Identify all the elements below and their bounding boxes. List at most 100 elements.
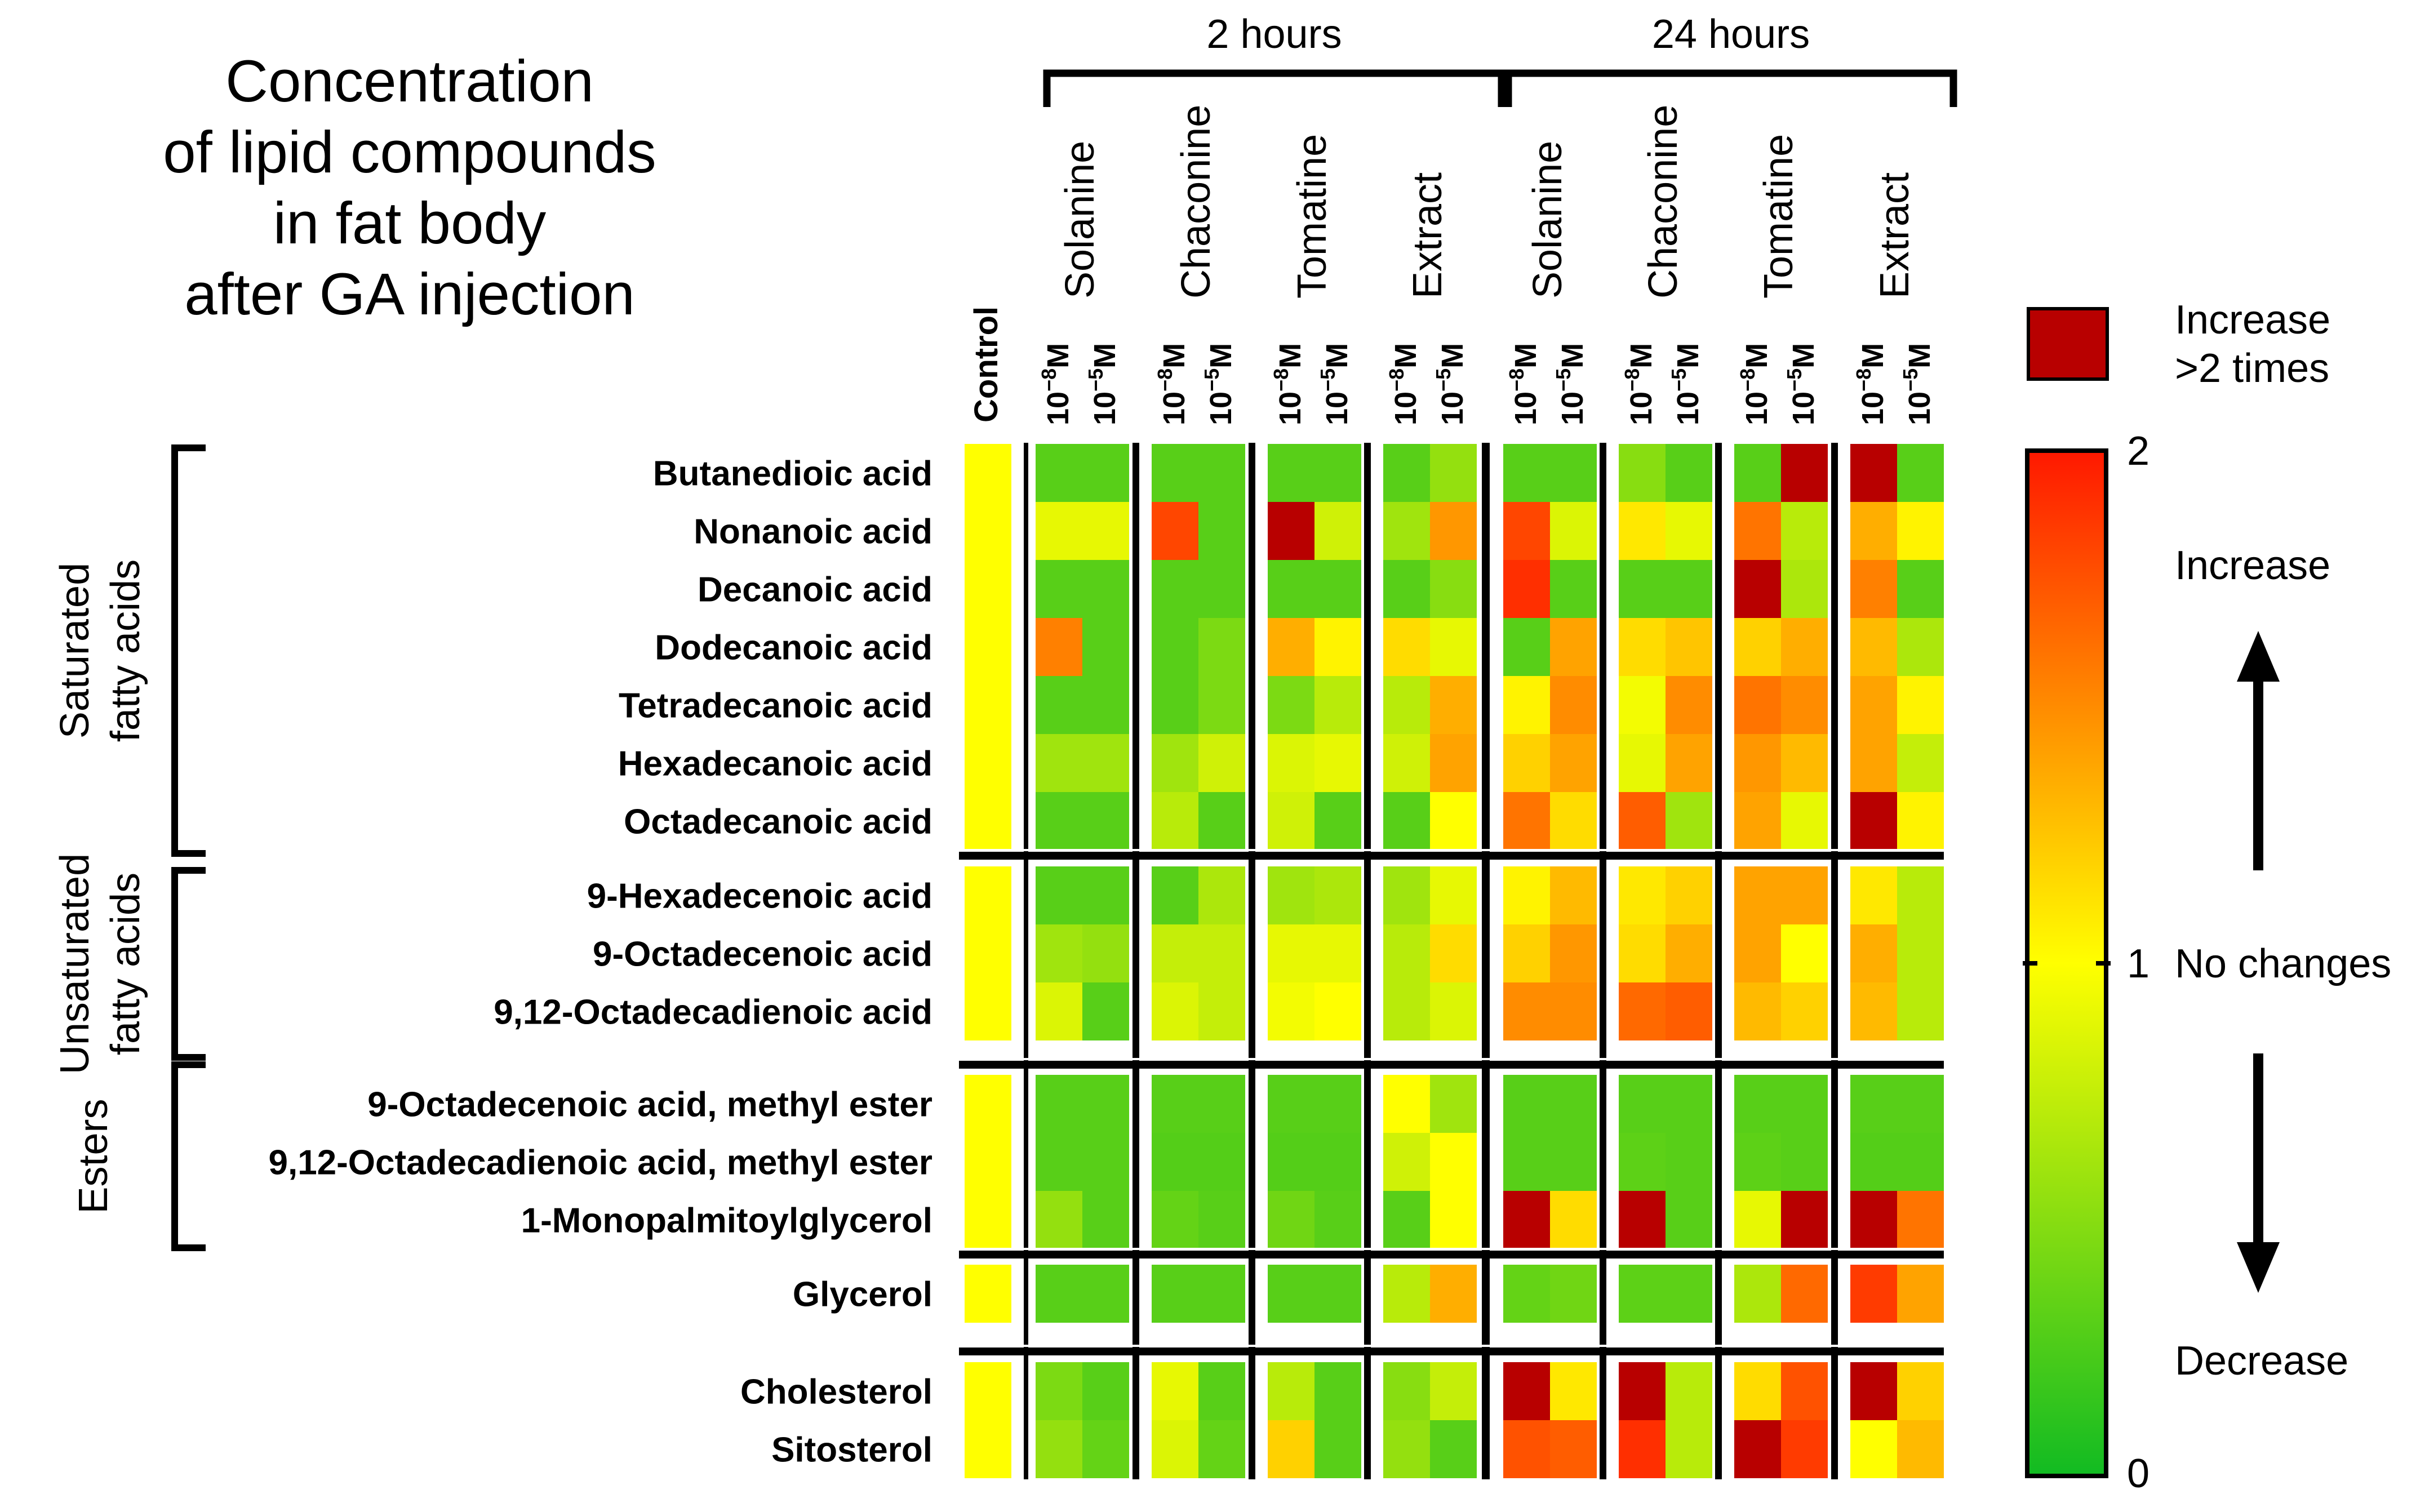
cell-control-row-10 <box>965 1075 1011 1133</box>
cell-r13-c14 <box>1850 1265 1897 1323</box>
cell-control-row-0 <box>965 444 1011 502</box>
cell-r0-c13 <box>1781 444 1828 502</box>
cell-r5-c13 <box>1781 734 1828 792</box>
group-gutter <box>965 1345 1944 1347</box>
cell-r11-c4 <box>1268 1133 1314 1191</box>
cell-r1-c13 <box>1781 502 1828 560</box>
dose-label: 10−8M <box>1269 343 1307 425</box>
cell-r6-c3 <box>1198 792 1245 850</box>
cell-r5-c10 <box>1619 734 1666 792</box>
group-gutter <box>965 1248 1944 1250</box>
cell-r10-c15 <box>1897 1075 1944 1133</box>
cell-r10-c1 <box>1082 1075 1129 1133</box>
cell-r11-c11 <box>1666 1133 1712 1191</box>
cell-r6-c0 <box>1036 792 1082 850</box>
cell-r7-c13 <box>1781 866 1828 924</box>
cell-r1-c12 <box>1734 502 1781 560</box>
cell-r5-c11 <box>1666 734 1712 792</box>
cell-r7-c2 <box>1152 866 1198 924</box>
cell-r3-c3 <box>1198 618 1245 676</box>
cell-r10-c9 <box>1550 1075 1597 1133</box>
cell-r6-c1 <box>1082 792 1129 850</box>
time-group-label: 24 hours <box>1652 12 1810 57</box>
cell-r7-c0 <box>1036 866 1082 924</box>
cell-r14-c12 <box>1734 1362 1781 1420</box>
cell-r6-c11 <box>1666 792 1712 850</box>
cell-control-row-8 <box>965 924 1011 982</box>
column-headers: 2 hours Solanine Chaconine Tomatine Extract 2… <box>968 12 1957 425</box>
cell-r5-c14 <box>1850 734 1897 792</box>
cell-r1-c11 <box>1666 502 1712 560</box>
cell-r7-c4 <box>1268 866 1314 924</box>
cell-r2-c9 <box>1550 560 1597 618</box>
cell-control-row-7 <box>965 866 1011 924</box>
cell-r10-c4 <box>1268 1075 1314 1133</box>
time-group-bracket <box>1504 69 1957 107</box>
cell-r11-c0 <box>1036 1133 1082 1191</box>
cell-r4-c12 <box>1734 676 1781 734</box>
cell-r14-c2 <box>1152 1362 1198 1420</box>
cell-r3-c13 <box>1781 618 1828 676</box>
cell-r8-c6 <box>1383 924 1430 982</box>
cell-r3-c5 <box>1314 618 1361 676</box>
cell-r2-c3 <box>1198 560 1245 618</box>
cell-r7-c5 <box>1314 866 1361 924</box>
cell-r14-c6 <box>1383 1362 1430 1420</box>
cell-r14-c3 <box>1198 1362 1245 1420</box>
cell-r12-c5 <box>1314 1191 1361 1249</box>
cell-control-row-3 <box>965 618 1011 676</box>
row-label: Octadecanoic acid <box>624 803 932 842</box>
cell-r1-c8 <box>1503 502 1550 560</box>
dose-label: 10−5M <box>1899 343 1937 425</box>
cell-r6-c13 <box>1781 792 1828 850</box>
cell-r1-c15 <box>1897 502 1944 560</box>
category-label: Unsaturated fatty acids <box>52 853 148 1074</box>
cell-r4-c8 <box>1503 676 1550 734</box>
cell-r10-c13 <box>1781 1075 1828 1133</box>
cell-r9-c10 <box>1619 982 1666 1040</box>
cell-r11-c15 <box>1897 1133 1944 1191</box>
cell-r13-c5 <box>1314 1265 1361 1323</box>
time-group-bracket <box>1043 69 1505 107</box>
row-label: 9-Hexadecenoic acid <box>587 877 932 916</box>
group-separator <box>959 1251 1944 1258</box>
cell-r9-c12 <box>1734 982 1781 1040</box>
dose-label: 10−8M <box>1852 343 1890 425</box>
column-separator <box>1249 443 1255 1479</box>
cell-r8-c3 <box>1198 924 1245 982</box>
column-separator <box>1364 443 1371 1479</box>
row-label: Dodecanoic acid <box>655 629 932 668</box>
row-label: Sitosterol <box>771 1431 932 1470</box>
scale-tick-max: 2 <box>2127 429 2149 474</box>
cell-r5-c4 <box>1268 734 1314 792</box>
title-line: after GA injection <box>184 261 635 327</box>
cell-r2-c14 <box>1850 560 1897 618</box>
over-swatch <box>2027 307 2109 381</box>
cell-r9-c15 <box>1897 982 1944 1040</box>
cell-r7-c8 <box>1503 866 1550 924</box>
cell-r14-c0 <box>1036 1362 1082 1420</box>
row-label: 1-Monopalmitoylglycerol <box>521 1202 932 1240</box>
cell-r12-c10 <box>1619 1191 1666 1249</box>
cell-r13-c2 <box>1152 1265 1198 1323</box>
cell-r13-c9 <box>1550 1265 1597 1323</box>
cell-r10-c5 <box>1314 1075 1361 1133</box>
cell-control-row-1 <box>965 502 1011 560</box>
cell-r12-c13 <box>1781 1191 1828 1249</box>
cell-r3-c8 <box>1503 618 1550 676</box>
cell-r11-c9 <box>1550 1133 1597 1191</box>
cell-r5-c2 <box>1152 734 1198 792</box>
cell-r11-c6 <box>1383 1133 1430 1191</box>
cell-r7-c6 <box>1383 866 1430 924</box>
cell-r14-c8 <box>1503 1362 1550 1420</box>
compound-label: Chaconine <box>1641 105 1686 299</box>
cell-r9-c7 <box>1430 982 1477 1040</box>
dose-label: 10−5M <box>1667 343 1705 425</box>
row-label: 9,12-Octadecadienoic acid <box>494 993 932 1032</box>
dose-label: 10−8M <box>1385 343 1423 425</box>
cell-r4-c3 <box>1198 676 1245 734</box>
category-bracket <box>171 444 206 857</box>
cell-r0-c14 <box>1850 444 1897 502</box>
cell-r5-c5 <box>1314 734 1361 792</box>
